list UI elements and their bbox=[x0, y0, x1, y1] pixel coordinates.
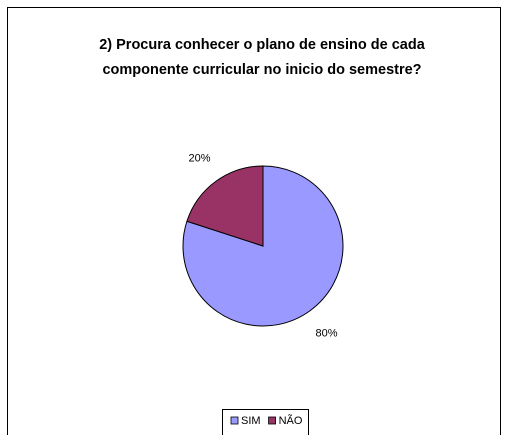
data-label: 80% bbox=[315, 327, 337, 339]
legend-label: SIM bbox=[241, 415, 261, 427]
pie-slice bbox=[186, 165, 264, 247]
chart-border bbox=[7, 7, 501, 435]
legend-label: NÃO bbox=[279, 414, 303, 427]
chart-title: componente curricular no inicio do semes… bbox=[102, 62, 421, 78]
legend-swatch bbox=[268, 416, 276, 425]
data-label: 20% bbox=[189, 153, 211, 165]
chart-title: 2) Procura conhecer o plano de ensino de… bbox=[99, 37, 425, 53]
legend-swatch bbox=[230, 416, 239, 425]
